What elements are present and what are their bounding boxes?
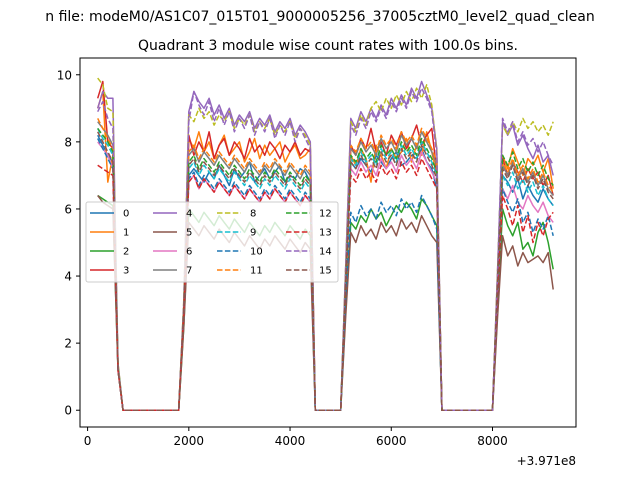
legend-label-14: 14 <box>319 247 332 258</box>
legend-label-6: 6 <box>186 247 192 258</box>
legend-label-1: 1 <box>123 228 129 239</box>
y-tick-label: 4 <box>64 270 72 284</box>
legend-label-3: 3 <box>123 266 129 277</box>
legend-frame <box>85 201 339 283</box>
x-tick-label: 8000 <box>477 434 508 448</box>
legend-label-5: 5 <box>186 228 192 239</box>
y-tick-label: 8 <box>64 135 72 149</box>
y-tick-label: 2 <box>64 337 72 351</box>
legend-label-2: 2 <box>123 247 129 258</box>
x-tick-label: 0 <box>84 434 92 448</box>
y-tick-label: 0 <box>64 404 72 418</box>
x-tick-label: 2000 <box>174 434 205 448</box>
legend-label-8: 8 <box>250 209 256 220</box>
y-tick-label: 6 <box>64 202 72 216</box>
series-lines <box>96 77 554 411</box>
legend-label-13: 13 <box>319 228 332 239</box>
legend-label-11: 11 <box>250 266 263 277</box>
legend-label-7: 7 <box>186 266 192 277</box>
figure-suptitle: n file: modeM0/AS1C07_015T01_9000005256_… <box>45 9 594 25</box>
y-axis-ticks: 0 2 4 6 8 10 <box>57 68 80 418</box>
x-tick-label: 4000 <box>275 434 306 448</box>
legend-label-0: 0 <box>123 209 129 220</box>
axes-frame <box>79 57 577 428</box>
legend-label-10: 10 <box>250 247 263 258</box>
series-line-15 <box>97 131 554 411</box>
legend-label-4: 4 <box>186 209 192 220</box>
x-tick-label: 6000 <box>376 434 407 448</box>
legend-label-9: 9 <box>250 228 256 239</box>
x-axis-offset-label: +3.971e8 <box>517 454 576 468</box>
legend-label-12: 12 <box>319 209 332 220</box>
chart-title: Quadrant 3 module wise count rates with … <box>138 38 518 54</box>
y-tick-label: 10 <box>57 68 72 82</box>
legend-label-15: 15 <box>319 266 332 277</box>
x-axis-ticks: 0 2000 4000 6000 8000 <box>84 427 508 448</box>
